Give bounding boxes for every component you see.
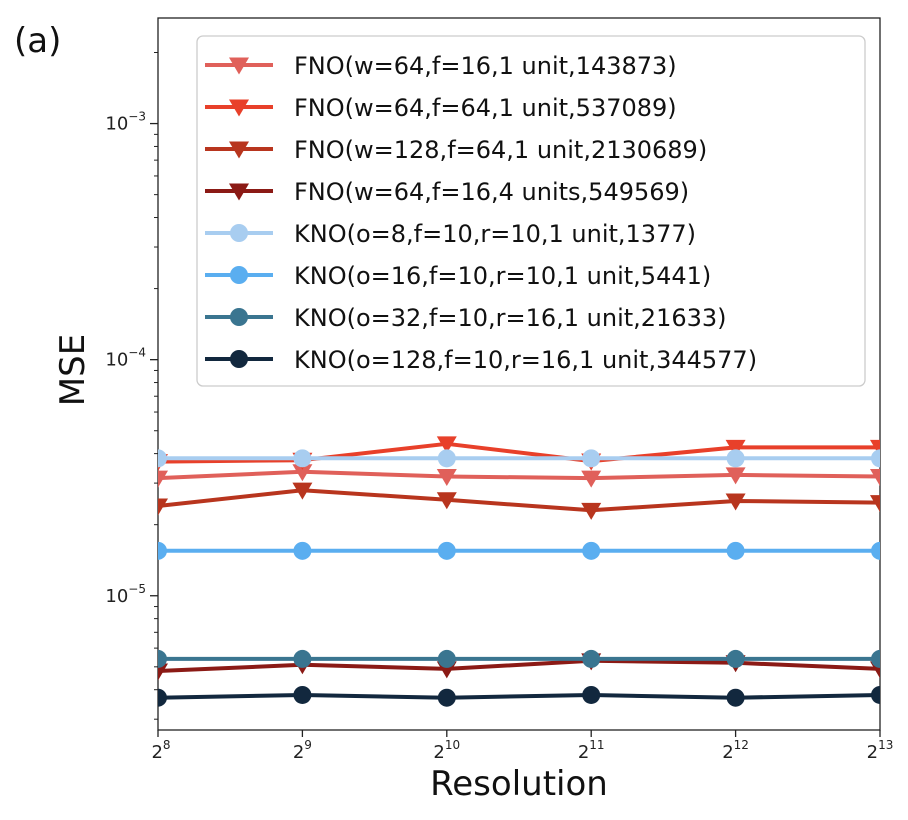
data-point [871,541,880,560]
data-point [725,493,746,511]
legend-label: KNO(o=128,f=10,r=16,1 unit,344577) [294,346,757,374]
data-point [158,498,168,516]
data-point [158,663,168,681]
data-point [582,541,601,560]
data-point [581,502,602,520]
series-3 [158,482,880,520]
data-point [725,439,746,457]
legend-entry: FNO(w=64,f=16,4 units,549569) [205,178,689,206]
legend-entry: FNO(w=64,f=16,1 unit,143873) [205,52,677,80]
data-point [158,470,168,488]
panel-label: (a) [14,21,61,61]
data-point [437,541,456,560]
legend-marker [229,99,249,117]
series-1 [158,464,880,488]
series-line [158,693,880,700]
legend-entry: FNO(w=64,f=64,1 unit,537089) [205,94,677,122]
legend-label: FNO(w=64,f=16,1 unit,143873) [294,52,677,80]
data-point [437,649,456,668]
series-8 [158,685,880,707]
data-point [437,688,456,707]
data-point [726,649,745,668]
x-tick-label: 212 [722,738,749,763]
data-point [158,541,167,560]
legend-label: KNO(o=32,f=10,r=16,1 unit,21633) [294,304,727,332]
legend-label: KNO(o=16,f=10,r=10,1 unit,5441) [294,262,711,290]
legend-label: FNO(w=64,f=64,1 unit,537089) [294,94,677,122]
data-point [293,649,312,668]
data-point [293,685,312,704]
y-axis-label: MSE [53,334,93,406]
data-point [726,541,745,560]
legend-marker [230,350,248,368]
legend-entry: KNO(o=32,f=10,r=16,1 unit,21633) [205,304,727,332]
data-point [870,468,880,486]
plot-frame [157,17,881,731]
data-point [292,482,313,500]
series-line [158,441,880,464]
legend-marker [230,308,248,326]
data-point [436,492,457,510]
data-point [292,464,313,482]
series-7 [158,649,880,668]
y-tick-label: 10−5 [105,582,146,607]
y-axis-ticks: 10−5 10−4 10−3 [105,51,158,720]
data-point [870,495,880,513]
legend-entry: FNO(w=128,f=64,1 unit,2130689) [205,136,707,164]
legend-entry: KNO(o=16,f=10,r=10,1 unit,5441) [205,262,711,290]
data-point [871,449,880,468]
x-tick-label: 210 [433,738,460,763]
data-point [726,449,745,468]
legend-marker [230,266,248,284]
legend-label: FNO(w=128,f=64,1 unit,2130689) [294,136,707,164]
y-tick-label: 10−3 [105,110,146,135]
data-point [158,649,167,668]
x-tick-label: 29 [293,738,312,763]
data-point [871,649,880,668]
series-6 [158,541,880,560]
x-axis-label: Resolution [430,764,608,804]
legend-entry: KNO(o=128,f=10,r=16,1 unit,344577) [205,346,757,374]
series-line [158,658,880,673]
series-line [158,469,880,481]
legend-marker [229,183,249,201]
y-tick-label: 10−4 [105,346,146,371]
data-point [436,436,457,454]
legend: FNO(w=64,f=16,1 unit,143873) FNO(w=64,f=6… [196,35,866,387]
data-point [293,449,312,468]
data-point [725,467,746,485]
data-point [582,649,601,668]
data-point [871,685,880,704]
series-5 [158,449,880,468]
legend-marker [230,224,248,242]
data-point [726,688,745,707]
x-tick-label: 211 [578,738,605,763]
data-point [158,449,167,468]
data-point [436,468,457,486]
data-point [158,688,167,707]
x-tick-label: 28 [151,738,170,763]
data-point [582,685,601,704]
legend-label: KNO(o=8,f=10,r=10,1 unit,1377) [294,220,696,248]
series-2 [158,436,880,472]
legend-label: FNO(w=64,f=16,4 units,549569) [294,178,689,206]
data-point [582,449,601,468]
series-layer [158,436,880,707]
data-point [581,470,602,488]
legend-marker [229,57,249,75]
data-point [437,449,456,468]
legend-items: FNO(w=64,f=16,1 unit,143873) FNO(w=64,f=6… [205,52,757,374]
series-line [158,488,880,513]
data-point [293,541,312,560]
x-axis-ticks: 28 29 210 211 212 213 [151,730,893,763]
legend-entry: KNO(o=8,f=10,r=10,1 unit,1377) [205,220,696,248]
x-tick-label: 213 [867,738,894,763]
legend-marker [229,141,249,159]
legend-frame [196,35,866,387]
